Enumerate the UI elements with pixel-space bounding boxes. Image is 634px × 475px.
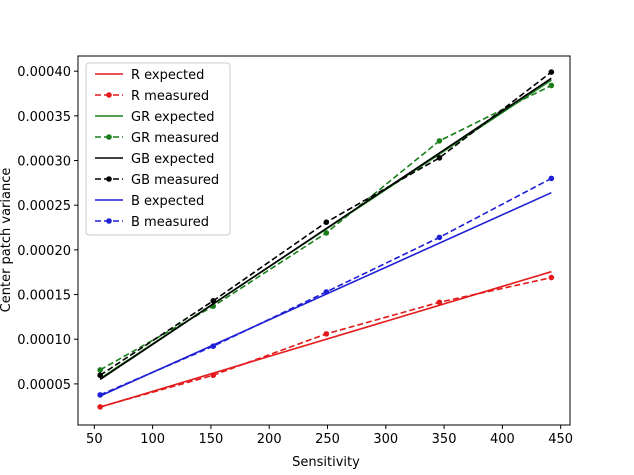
- y-tick-label: 0.00005: [17, 378, 71, 393]
- data-point: [323, 331, 330, 337]
- y-axis-label: Center patch variance: [0, 168, 14, 313]
- plot-marks: [97, 69, 555, 410]
- data-point: [323, 219, 330, 225]
- x-tick-label: 150: [198, 432, 223, 447]
- legend-marker: [106, 176, 112, 182]
- legend-label: GR measured: [131, 131, 219, 146]
- data-point: [323, 289, 330, 295]
- data-point: [436, 138, 443, 144]
- legend-label: GR expected: [131, 110, 214, 125]
- y-tick-label: 0.00040: [17, 65, 71, 80]
- data-point: [548, 69, 555, 75]
- legend-label: B measured: [131, 215, 209, 230]
- data-point: [436, 234, 443, 241]
- x-tick-label: 200: [257, 432, 282, 447]
- y-axis: 0.00005 0.00010 0.00015 0.00020 0.00025 0.000…: [17, 65, 78, 393]
- data-point: [548, 175, 555, 182]
- y-tick-label: 0.00020: [17, 244, 71, 259]
- data-point: [97, 372, 103, 379]
- data-point: [436, 155, 443, 161]
- data-point: [548, 82, 555, 89]
- y-tick-label: 0.00015: [17, 289, 71, 304]
- x-tick-label: 400: [490, 432, 515, 447]
- data-point: [436, 299, 443, 306]
- x-tick-label: 50: [86, 432, 103, 447]
- data-point: [210, 372, 217, 379]
- data-point: [210, 298, 217, 304]
- data-point: [323, 230, 330, 236]
- x-tick-label: 250: [315, 432, 340, 447]
- legend-marker: [106, 92, 112, 98]
- series-line-gb-expected: [99, 77, 552, 381]
- legend-label: R expected: [131, 68, 204, 83]
- legend-marker: [106, 134, 112, 140]
- x-tick-label: 450: [548, 432, 573, 447]
- y-tick-label: 0.00030: [17, 155, 71, 170]
- legend-label: R measured: [131, 89, 209, 104]
- x-tick-label: 350: [432, 432, 457, 447]
- legend-label: GB expected: [131, 152, 214, 167]
- legend: R expected R measured GR expected GR measur…: [85, 62, 231, 236]
- x-axis: 50 100 150 200 250 300 350 400 450: [86, 425, 573, 447]
- data-point: [97, 404, 103, 410]
- x-tick-label: 100: [140, 432, 165, 447]
- legend-label: GB measured: [131, 173, 219, 188]
- x-axis-label: Sensitivity: [292, 455, 360, 470]
- x-tick-label: 300: [373, 432, 398, 447]
- plot-frame: [77, 55, 571, 426]
- y-tick-label: 0.00025: [17, 199, 71, 214]
- legend-label: B expected: [131, 194, 204, 209]
- y-tick-label: 0.00010: [17, 333, 71, 348]
- legend-marker: [106, 218, 112, 224]
- data-point: [97, 392, 103, 398]
- data-point: [210, 343, 217, 349]
- data-point: [97, 367, 103, 373]
- legend-box: [85, 62, 231, 236]
- data-point: [548, 274, 555, 281]
- y-tick-label: 0.00035: [17, 110, 71, 125]
